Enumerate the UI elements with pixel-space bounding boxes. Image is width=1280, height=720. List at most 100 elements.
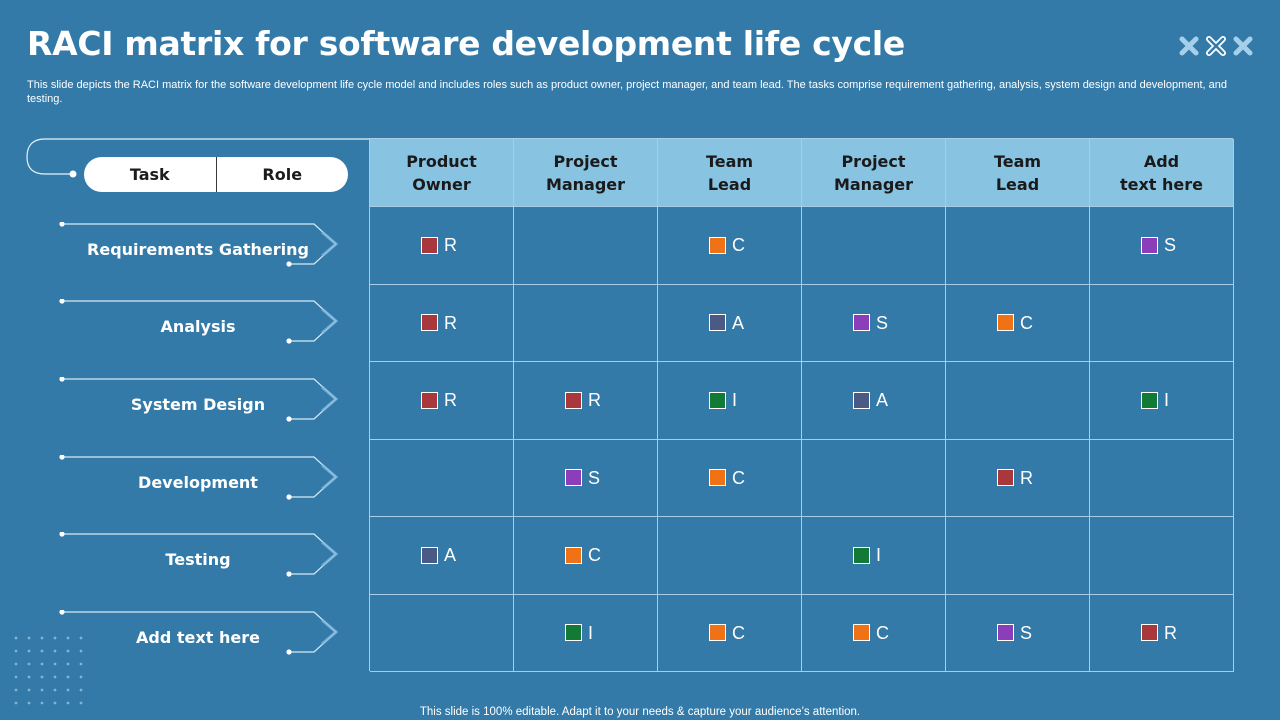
raci-letter: A xyxy=(732,312,745,333)
role-header-line: Lead xyxy=(995,174,1040,194)
raci-mark: C xyxy=(709,624,745,642)
matrix-cell: A xyxy=(802,362,946,440)
role-column-header: Project Manager xyxy=(514,139,658,207)
slide-footer: This slide is 100% editable. Adapt it to… xyxy=(419,706,861,718)
raci-color-swatch xyxy=(1141,236,1158,254)
raci-color-swatch xyxy=(709,469,726,486)
raci-color-swatch xyxy=(1141,624,1158,641)
task-label: Testing xyxy=(165,549,231,569)
raci-mark: A xyxy=(709,314,744,332)
raci-color-swatch xyxy=(565,546,582,564)
task-header-label: Task xyxy=(84,157,217,192)
matrix-cell xyxy=(802,207,946,285)
matrix-cell: I xyxy=(802,517,946,595)
matrix-cell xyxy=(802,439,946,517)
matrix-cell xyxy=(370,439,514,517)
matrix-cell: C xyxy=(802,594,946,672)
matrix-cell: C xyxy=(514,517,658,595)
task-arrow-frame xyxy=(59,299,339,344)
task-item: System Design xyxy=(58,377,340,431)
task-arrow-frame xyxy=(59,377,339,422)
raci-mark: C xyxy=(565,546,601,564)
task-arrow-frame xyxy=(59,222,339,267)
matrix-cell: R xyxy=(370,362,514,440)
matrix-cell: A xyxy=(370,517,514,595)
task-item: Testing xyxy=(58,532,340,586)
raci-mark: S xyxy=(997,624,1032,642)
task-item: Analysis xyxy=(58,299,340,353)
matrix-cell xyxy=(946,207,1090,285)
raci-color-swatch xyxy=(1141,391,1158,409)
matrix-cell: I xyxy=(658,362,802,440)
raci-letter: S xyxy=(588,467,601,488)
slide-title: RACI matrix for software development lif… xyxy=(27,24,905,63)
matrix-cell: R xyxy=(946,439,1090,517)
raci-letter: R xyxy=(1020,467,1033,488)
raci-mark: A xyxy=(421,546,456,564)
matrix-cell xyxy=(946,517,1090,595)
raci-mark: I xyxy=(709,391,737,409)
task-arrow-frame xyxy=(59,610,339,655)
task-item: Add text here xyxy=(58,610,340,664)
role-header-line: Team xyxy=(993,151,1042,171)
matrix-cell: R xyxy=(370,284,514,362)
matrix-cell xyxy=(946,362,1090,440)
raci-mark: R xyxy=(1141,624,1177,642)
raci-matrix: Product Owner Project Manager Team Lead Projec… xyxy=(369,138,1234,672)
role-header-line: Team xyxy=(705,151,754,171)
matrix-cell xyxy=(1090,517,1234,595)
role-header-line: Manager xyxy=(833,174,914,194)
raci-letter: A xyxy=(444,545,457,565)
matrix-cell: S xyxy=(514,439,658,517)
raci-mark: I xyxy=(853,546,881,564)
brand-logo-icon xyxy=(1179,36,1253,56)
task-label: Add text here xyxy=(136,627,260,647)
matrix-cell: A xyxy=(658,284,802,362)
raci-letter: I xyxy=(1164,390,1170,410)
matrix-cell xyxy=(514,284,658,362)
raci-mark: C xyxy=(853,624,889,642)
raci-mark: C xyxy=(709,469,745,487)
raci-color-swatch xyxy=(709,236,726,254)
raci-color-swatch xyxy=(709,314,726,331)
raci-letter: C xyxy=(588,545,601,565)
role-header-line: Lead xyxy=(707,174,752,194)
task-label: Development xyxy=(138,472,258,492)
raci-mark: R xyxy=(997,469,1033,487)
raci-letter: R xyxy=(588,390,601,410)
raci-color-swatch xyxy=(853,391,870,409)
raci-letter: S xyxy=(1020,622,1033,643)
matrix-cell xyxy=(370,594,514,672)
role-header-label: Role xyxy=(262,165,303,184)
raci-mark: I xyxy=(1141,391,1169,409)
raci-letter: S xyxy=(1164,235,1177,255)
raci-mark: S xyxy=(565,469,600,487)
task-item: Development xyxy=(58,455,340,509)
matrix-cell: R xyxy=(370,207,514,285)
raci-color-swatch xyxy=(421,314,438,331)
role-column-header: Team Lead xyxy=(658,139,802,207)
role-header-line: Add xyxy=(1143,151,1180,171)
raci-mark: R xyxy=(565,391,601,409)
raci-color-swatch xyxy=(997,469,1014,486)
raci-mark: I xyxy=(565,624,593,642)
dot-pattern-decoration xyxy=(14,636,83,705)
raci-color-swatch xyxy=(853,546,870,564)
raci-mark: C xyxy=(709,236,745,254)
role-header-line: Owner xyxy=(412,174,471,194)
matrix-cell: R xyxy=(1090,594,1234,672)
raci-color-swatch xyxy=(997,314,1014,331)
matrix-cell: I xyxy=(514,594,658,672)
task-label: Requirements Gathering xyxy=(87,239,309,259)
matrix-cell: C xyxy=(658,439,802,517)
raci-mark: C xyxy=(997,314,1033,332)
matrix-cell xyxy=(658,517,802,595)
raci-letter: C xyxy=(732,622,745,643)
task-role-header: Task Role xyxy=(84,157,348,192)
matrix-cell xyxy=(514,207,658,285)
raci-letter: C xyxy=(876,622,889,643)
matrix-cell: I xyxy=(1090,362,1234,440)
raci-letter: R xyxy=(444,390,457,410)
task-arrow-frame xyxy=(59,455,339,500)
matrix-cell: C xyxy=(946,284,1090,362)
